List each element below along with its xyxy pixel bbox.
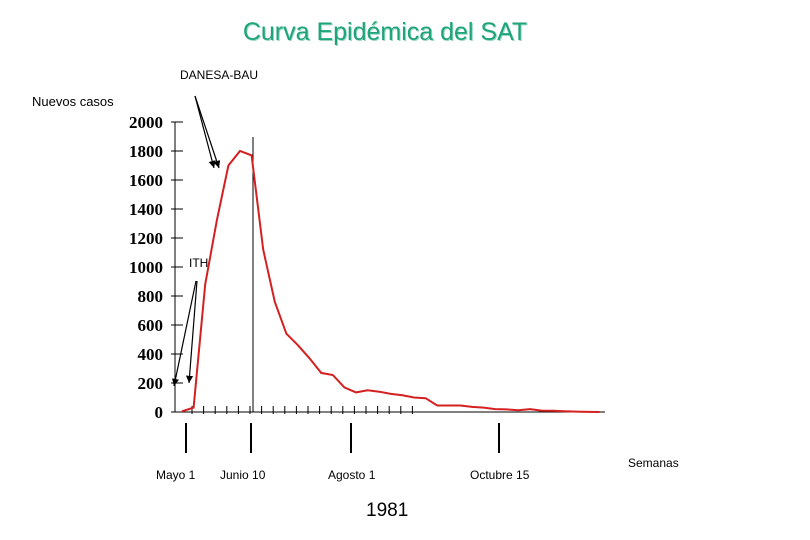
y-tick-label: 2000 <box>129 113 163 132</box>
y-tick-label: 200 <box>138 374 164 393</box>
y-tick-label: 400 <box>138 345 164 364</box>
x-axis-label: Semanas <box>628 456 679 470</box>
date-label-agosto: Agosto 1 <box>328 468 376 482</box>
y-tick-label: 800 <box>138 287 164 306</box>
year-label: 1981 <box>366 500 409 521</box>
annotation-danesa-bau: DANESA-BAU <box>180 68 259 82</box>
arrow-danesa-1 <box>194 95 216 169</box>
arrow-ith-2 <box>185 280 198 384</box>
date-label-mayo: Mayo 1 <box>156 468 196 482</box>
y-tick-label: 1200 <box>129 229 163 248</box>
arrow-ith-1 <box>171 280 197 387</box>
date-label-junio: Junio 10 <box>220 468 266 482</box>
y-axis-label: Nuevos casos <box>32 94 114 109</box>
y-tick-label: 1000 <box>129 258 163 277</box>
epidemic-curve-line <box>181 149 600 413</box>
arrow-danesa-2 <box>194 95 221 169</box>
chart-title: Curva Epidémica del SAT <box>242 18 528 46</box>
y-tick-label: 1800 <box>129 142 163 161</box>
date-label-octubre: Octubre 15 <box>470 468 530 482</box>
y-tick-label: 1600 <box>129 171 163 190</box>
y-tick-label: 1400 <box>129 200 163 219</box>
annotation-ith: ITH <box>189 256 209 270</box>
y-tick-label: 0 <box>155 403 164 422</box>
y-tick-label: 600 <box>138 316 164 335</box>
